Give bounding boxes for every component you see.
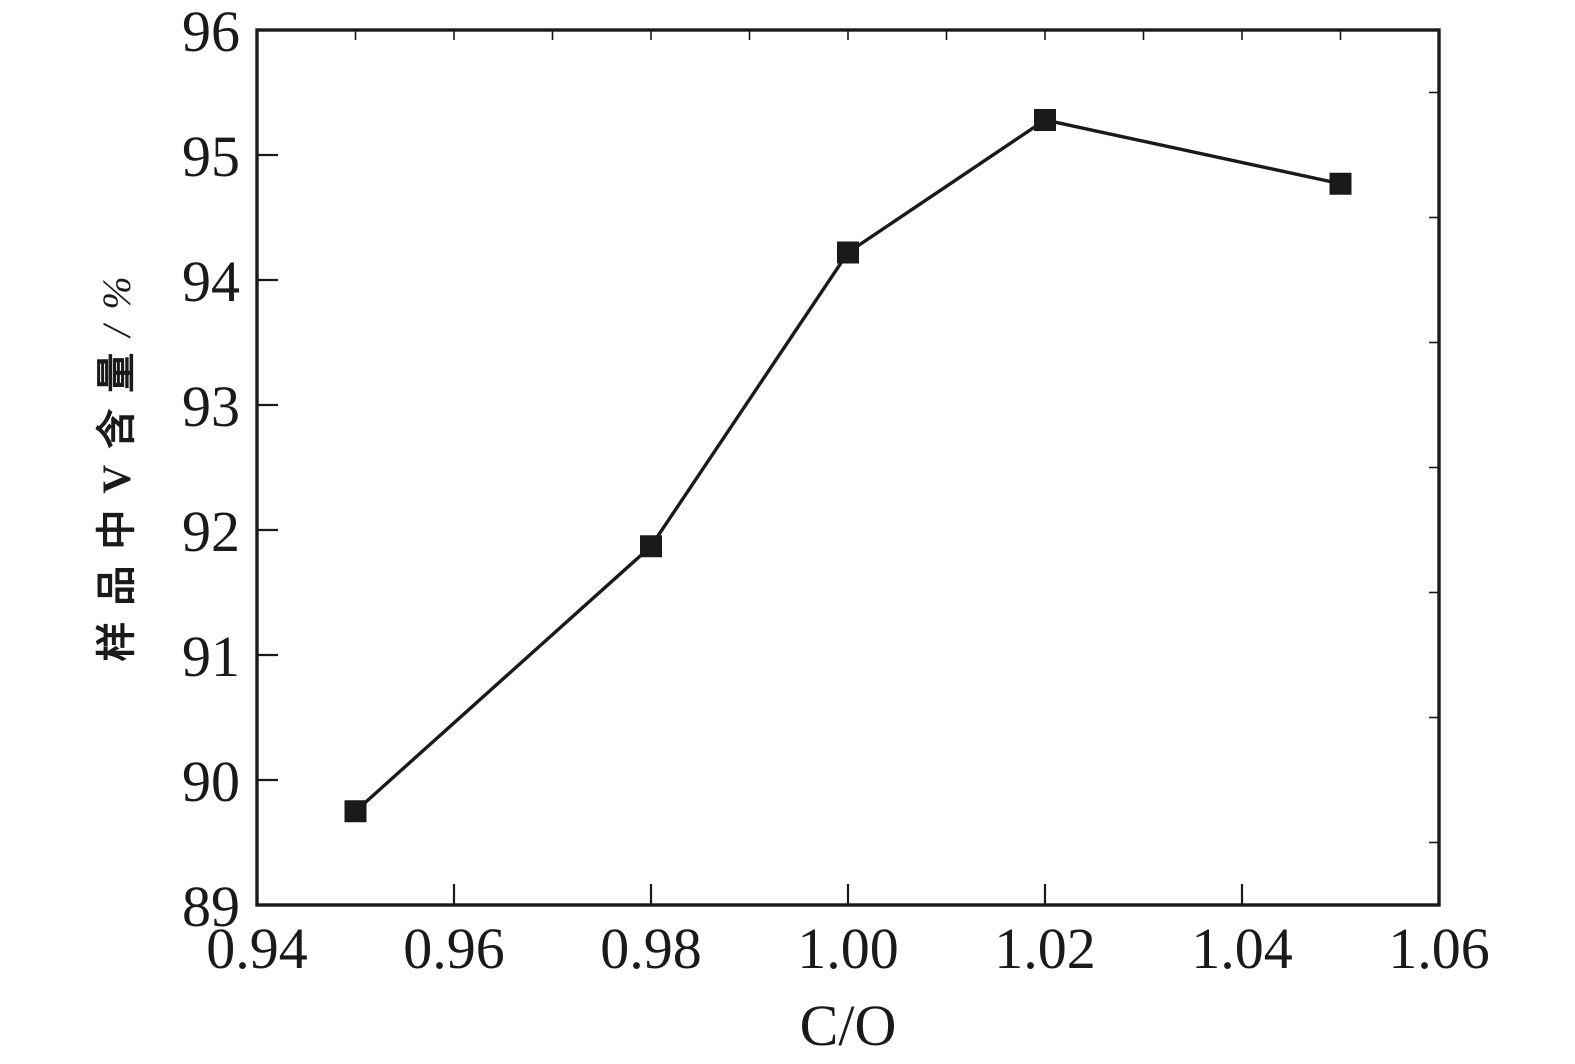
svg-text:94: 94 <box>182 249 240 314</box>
svg-text:1.06: 1.06 <box>1388 916 1490 981</box>
svg-text:93: 93 <box>182 374 240 439</box>
svg-text:90: 90 <box>182 749 240 814</box>
svg-text:0.98: 0.98 <box>600 916 702 981</box>
svg-text:1.00: 1.00 <box>797 916 899 981</box>
svg-text:95: 95 <box>182 124 240 189</box>
svg-text:C/O: C/O <box>800 993 897 1058</box>
svg-text:1.02: 1.02 <box>994 916 1096 981</box>
svg-text:0.96: 0.96 <box>403 916 505 981</box>
svg-text:样品中V含量/%: 样品中V含量/% <box>94 260 139 661</box>
svg-text:96: 96 <box>182 0 240 64</box>
svg-text:92: 92 <box>182 499 240 564</box>
svg-text:1.04: 1.04 <box>1191 916 1293 981</box>
svg-text:0.94: 0.94 <box>206 916 308 981</box>
svg-text:91: 91 <box>182 624 240 689</box>
